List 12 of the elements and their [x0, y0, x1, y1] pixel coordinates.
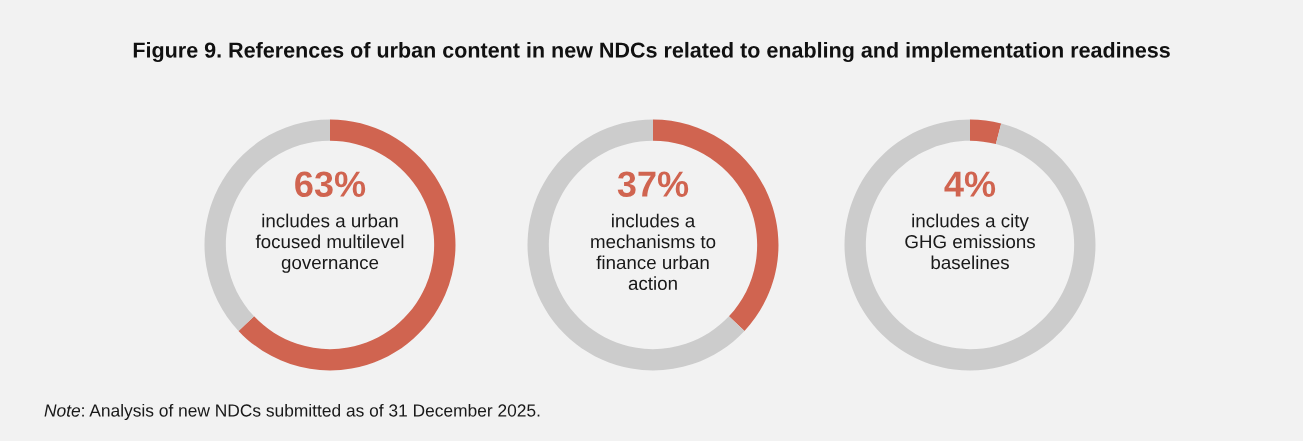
- text: Note: Analysis of new NDCs submitted as of 31 December 2025.: [44, 403, 540, 421]
- donut-slice: [238, 119, 456, 371]
- data-label: 37%: [617, 171, 689, 198]
- donut-slice: [527, 119, 745, 371]
- data-label: 4%: [944, 171, 996, 197]
- donut-slice: [970, 119, 1002, 145]
- slice-label: includes a city GHG emissions baselines: [905, 213, 1035, 270]
- text: Figure 9. References of urban content in new NDCs related to enabling and implementation readiness: [133, 41, 1170, 63]
- donut-slice: [844, 119, 1096, 371]
- slice-label: includes a urban focused multilevel governance: [255, 213, 404, 273]
- data-label: 63%: [295, 171, 366, 198]
- slice-label: includes a mechanisms to finance urban action: [591, 213, 716, 291]
